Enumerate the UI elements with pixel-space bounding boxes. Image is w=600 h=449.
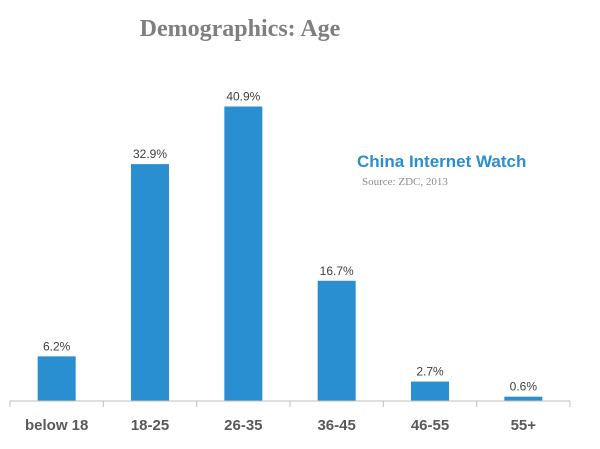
x-axis: below 18 18-25 26-35 36-45 46-55 55+	[9, 400, 571, 434]
bar	[37, 356, 76, 401]
x-tick-label: 46-55	[411, 417, 449, 434]
value-label-group: 6.2% 32.9% 40.9% 16.7% 2.7% 0.6%	[43, 90, 537, 394]
x-tick-label: 26-35	[224, 417, 262, 434]
x-tick-label: 18-25	[131, 417, 169, 434]
bar	[411, 381, 449, 401]
chart-title: Demographics: Age	[140, 16, 341, 42]
data-label: 16.7%	[320, 264, 354, 278]
data-label: 6.2%	[43, 339, 71, 353]
x-tick-label: below 18	[25, 417, 88, 434]
data-label: 0.6%	[510, 380, 538, 394]
bar	[504, 396, 543, 401]
data-label: 32.9%	[133, 147, 167, 161]
data-label: 40.9%	[226, 90, 260, 104]
bar	[131, 164, 169, 401]
bar-group	[37, 106, 543, 402]
x-tick-label: 55+	[511, 417, 537, 434]
bar	[317, 280, 356, 401]
watermark-logo-text: China Internet Watch	[357, 152, 526, 171]
source-note: Source: ZDC, 2013	[362, 176, 448, 188]
data-label: 2.7%	[416, 365, 444, 379]
bar	[224, 106, 263, 402]
x-tick-label: 36-45	[317, 417, 355, 434]
